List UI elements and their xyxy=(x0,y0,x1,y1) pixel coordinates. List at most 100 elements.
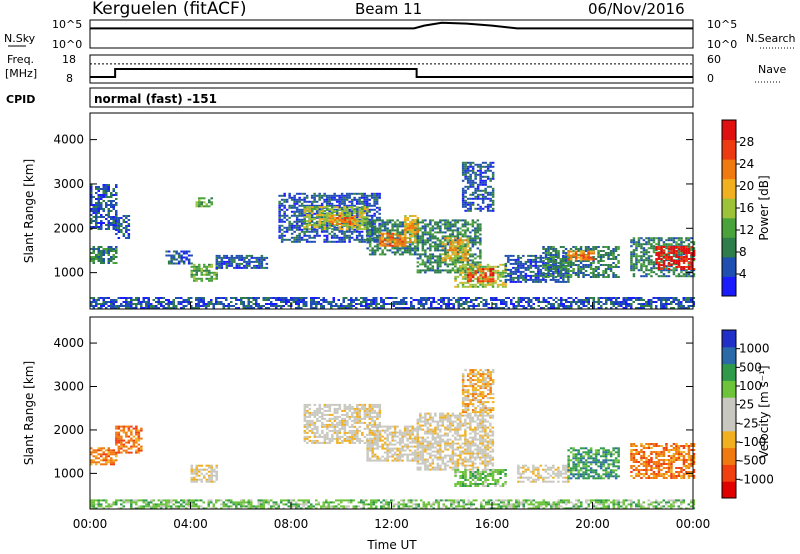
data-cell xyxy=(692,254,696,256)
data-cell xyxy=(414,227,417,229)
data-cell xyxy=(652,267,656,270)
data-cell xyxy=(315,307,318,309)
data-cell xyxy=(115,443,118,446)
data-cell xyxy=(175,250,178,253)
data-cell xyxy=(343,202,346,205)
data-cell xyxy=(512,303,515,305)
data-cell xyxy=(371,223,374,226)
data-cell xyxy=(215,299,218,301)
data-cell xyxy=(469,165,472,168)
data-cell xyxy=(391,236,394,239)
data-cell xyxy=(242,305,245,307)
data-cell xyxy=(426,247,430,250)
data-cell xyxy=(562,299,565,301)
data-cell xyxy=(569,248,573,250)
data-cell xyxy=(431,227,435,230)
data-cell xyxy=(225,297,228,299)
data-cell xyxy=(552,260,555,262)
data-cell xyxy=(132,445,136,448)
data-cell xyxy=(685,273,688,276)
data-cell xyxy=(497,299,500,301)
data-cell xyxy=(491,278,495,281)
data-cell xyxy=(105,455,108,458)
data-cell xyxy=(381,244,384,247)
data-cell xyxy=(368,239,372,242)
data-cell xyxy=(575,297,578,299)
data-cell xyxy=(350,307,353,309)
data-cell xyxy=(690,297,693,299)
data-cell xyxy=(343,208,347,211)
data-cell xyxy=(283,230,286,233)
data-cell xyxy=(355,236,359,239)
data-cell xyxy=(92,252,95,254)
data-cell xyxy=(295,240,299,243)
data-cell xyxy=(620,303,623,305)
data-cell xyxy=(519,270,523,273)
data-cell xyxy=(582,266,585,268)
data-cell xyxy=(100,216,103,218)
data-cell xyxy=(466,185,470,188)
data-cell xyxy=(345,194,349,197)
data-cell xyxy=(554,266,558,268)
data-cell xyxy=(574,260,578,262)
data-cell xyxy=(372,301,375,303)
data-cell xyxy=(520,305,523,307)
data-cell xyxy=(265,256,269,259)
data-cell xyxy=(290,206,294,209)
data-cell xyxy=(380,307,383,309)
data-cell xyxy=(692,255,696,258)
freq-tick-high: 18 xyxy=(62,53,76,66)
data-cell xyxy=(564,264,568,267)
data-cell xyxy=(451,249,455,252)
data-cell xyxy=(432,299,435,301)
data-cell xyxy=(637,237,641,240)
data-cell xyxy=(404,215,407,217)
data-cell xyxy=(655,307,658,309)
data-cell xyxy=(677,301,680,303)
data-cell xyxy=(469,231,472,234)
data-cell xyxy=(505,305,508,307)
data-cell xyxy=(645,301,648,303)
data-cell xyxy=(300,208,304,211)
data-cell xyxy=(352,299,355,301)
data-cell xyxy=(225,305,228,307)
data-cell xyxy=(484,187,487,190)
data-cell xyxy=(682,256,686,258)
data-cell xyxy=(152,305,155,307)
data-cell xyxy=(348,221,352,223)
data-cell xyxy=(338,215,342,217)
data-cell xyxy=(107,451,110,454)
data-cell xyxy=(180,301,183,303)
data-cell xyxy=(395,301,398,303)
data-cell xyxy=(609,266,613,268)
data-cell xyxy=(361,208,364,211)
data-cell xyxy=(100,196,103,198)
data-cell xyxy=(559,260,563,262)
data-cell xyxy=(459,269,462,272)
data-cell xyxy=(670,297,673,299)
data-cell xyxy=(461,235,465,238)
data-cell xyxy=(137,297,140,299)
data-cell xyxy=(657,241,661,244)
data-cell xyxy=(481,277,485,280)
data-cell xyxy=(562,246,565,248)
data-cell xyxy=(195,267,198,270)
data-cell xyxy=(325,238,329,241)
data-cell xyxy=(97,188,100,190)
data-cell xyxy=(332,305,335,307)
data-cell xyxy=(687,299,690,301)
data-cell xyxy=(293,210,296,213)
data-cell xyxy=(265,266,269,269)
data-cell xyxy=(167,307,170,309)
data-cell xyxy=(617,248,620,250)
data-cell xyxy=(474,283,477,286)
data-cell xyxy=(675,252,678,254)
data-cell xyxy=(145,305,148,307)
data-cell xyxy=(450,299,453,301)
data-cell xyxy=(537,299,540,301)
data-cell xyxy=(662,253,666,256)
data-cell xyxy=(597,250,600,252)
data-cell xyxy=(308,240,311,243)
data-cell xyxy=(333,226,336,229)
data-cell xyxy=(293,230,296,233)
